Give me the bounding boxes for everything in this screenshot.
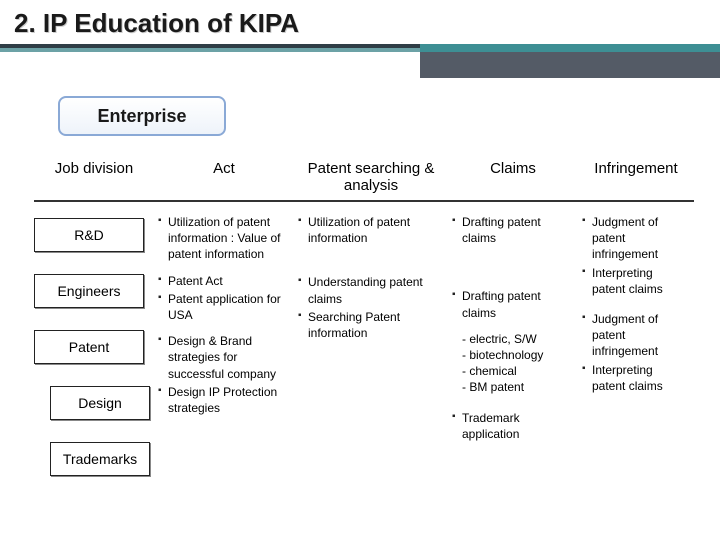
psa-item: Utilization of patent information [298,214,442,246]
inf-item: Judgment of patent infringement [582,311,688,360]
claims-item: Drafting patent claims [452,214,572,246]
header-act: Act [154,160,294,194]
inf-item: Interpreting patent claims [582,362,688,394]
claims-item: Trademark application [452,410,572,442]
table-header-row: Job division Act Patent searching & anal… [34,160,694,202]
psa-item: Searching Patent information [298,309,442,341]
content-table: Job division Act Patent searching & anal… [34,160,694,476]
corner-accent-gray [420,52,720,78]
page-title: 2. IP Education of KIPA [0,0,720,39]
act-item: Patent Act [158,273,288,289]
act-item: Design IP Protection strategies [158,384,288,416]
table-body: R&D Engineers Patent Design Trademarks U… [34,210,694,476]
header-patent-searching: Patent searching & analysis [294,160,448,194]
act-item: Patent application for USA [158,291,288,323]
claims-sub: - BM patent [452,379,572,395]
inf-item: Interpreting patent claims [582,265,688,297]
psa-item: Understanding patent claims [298,274,442,306]
act-item: Utilization of patent information : Valu… [158,214,288,263]
claims-sub: - electric, S/W [452,331,572,347]
claims-column: Drafting patent claims Drafting patent c… [448,210,578,452]
claims-sub: - biotechnology [452,347,572,363]
act-column: Utilization of patent information : Valu… [154,210,294,426]
header-claims: Claims [448,160,578,194]
inf-item: Judgment of patent infringement [582,214,688,263]
job-box-design: Design [50,386,150,420]
psa-column: Utilization of patent information Unders… [294,210,448,351]
claims-sub: - chemical [452,363,572,379]
job-division-column: R&D Engineers Patent Design Trademarks [34,210,154,476]
job-box-rd: R&D [34,218,144,252]
header-job-division: Job division [34,160,154,194]
act-item: Design & Brand strategies for successful… [158,333,288,382]
infringement-column: Judgment of patent infringement Interpre… [578,210,694,404]
header-infringement: Infringement [578,160,694,194]
job-box-patent: Patent [34,330,144,364]
job-box-engineers: Engineers [34,274,144,308]
corner-accent-teal [420,44,720,52]
job-box-trademarks: Trademarks [50,442,150,476]
claims-item: Drafting patent claims [452,288,572,320]
enterprise-box: Enterprise [58,96,226,136]
title-bar: 2. IP Education of KIPA [0,0,720,62]
